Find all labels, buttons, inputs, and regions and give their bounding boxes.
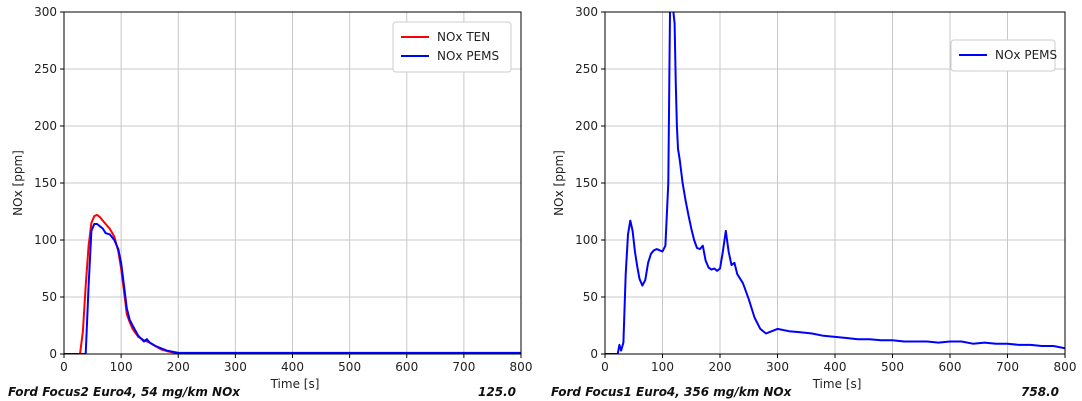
x-tick-label: 500	[881, 360, 904, 374]
x-axis-label: Time [s]	[270, 377, 320, 391]
x-tick-label: 300	[224, 360, 247, 374]
y-tick-label: 150	[575, 176, 598, 190]
legend-label: NOx PEMS	[995, 48, 1057, 62]
value-label: 125.0	[478, 385, 516, 399]
x-tick-label: 700	[452, 360, 475, 374]
x-tick-label: 600	[939, 360, 962, 374]
chart-right: 0 100 200 300 400 500 600 700 800 0 50 100 150 200 250…	[551, 5, 1077, 399]
x-axis-label: Time [s]	[812, 377, 862, 391]
y-tick-label: 250	[575, 62, 598, 76]
chart-caption: Ford Focus2 Euro4, 54 mg/km NOx	[8, 385, 241, 399]
y-axis-label: NOx [ppm]	[11, 150, 25, 216]
x-tick-label: 500	[338, 360, 361, 374]
chart-panel-left: 0 100 200 300 400 500 600 700 800 0 50 100 150 200 250…	[8, 5, 533, 399]
series-line-nox-pems	[605, 12, 1065, 354]
x-tick-label: 200	[167, 360, 190, 374]
legend-label: NOx PEMS	[437, 49, 499, 63]
legend-box	[950, 39, 1056, 72]
x-tick-label: 200	[709, 360, 732, 374]
x-tick-label: 600	[395, 360, 418, 374]
x-tick-label: 700	[996, 360, 1019, 374]
x-tick-label: 400	[281, 360, 304, 374]
chart-panel-right: 0 100 200 300 400 500 600 700 800 0 50 100 150 200 250…	[541, 0, 1082, 401]
y-tick-label: 100	[575, 233, 598, 247]
y-tick-label: 0	[49, 347, 57, 361]
legend-label: NOx TEN	[437, 30, 490, 44]
legend-box	[392, 21, 512, 73]
x-tick-label: 0	[60, 360, 68, 374]
y-tick-label: 50	[583, 290, 598, 304]
x-tick-label: 0	[601, 360, 609, 374]
y-tick-label: 300	[34, 5, 57, 19]
axes-frame	[63, 11, 522, 355]
y-tick-label: 250	[34, 62, 57, 76]
value-label: 758.0	[1021, 385, 1059, 399]
x-tick-label: 300	[766, 360, 789, 374]
axes-frame	[604, 11, 1066, 355]
series-line-nox-pems	[64, 223, 521, 354]
x-tick-label: 100	[651, 360, 674, 374]
x-tick-label: 800	[1054, 360, 1077, 374]
y-tick-label: 200	[34, 119, 57, 133]
x-tick-label: 100	[110, 360, 133, 374]
x-tick-label: 400	[824, 360, 847, 374]
y-tick-label: 200	[575, 119, 598, 133]
y-tick-label: 100	[34, 233, 57, 247]
y-tick-label: 300	[575, 5, 598, 19]
chart-left: 0 100 200 300 400 500 600 700 800 0 50 100 150 200 250…	[8, 5, 533, 399]
x-tick-label: 800	[510, 360, 533, 374]
y-tick-label: 150	[34, 176, 57, 190]
y-tick-label: 0	[590, 347, 598, 361]
chart-caption: Ford Focus1 Euro4, 356 mg/km NOx	[551, 385, 793, 399]
y-tick-label: 50	[42, 290, 57, 304]
y-axis-label: NOx [ppm]	[552, 150, 566, 216]
